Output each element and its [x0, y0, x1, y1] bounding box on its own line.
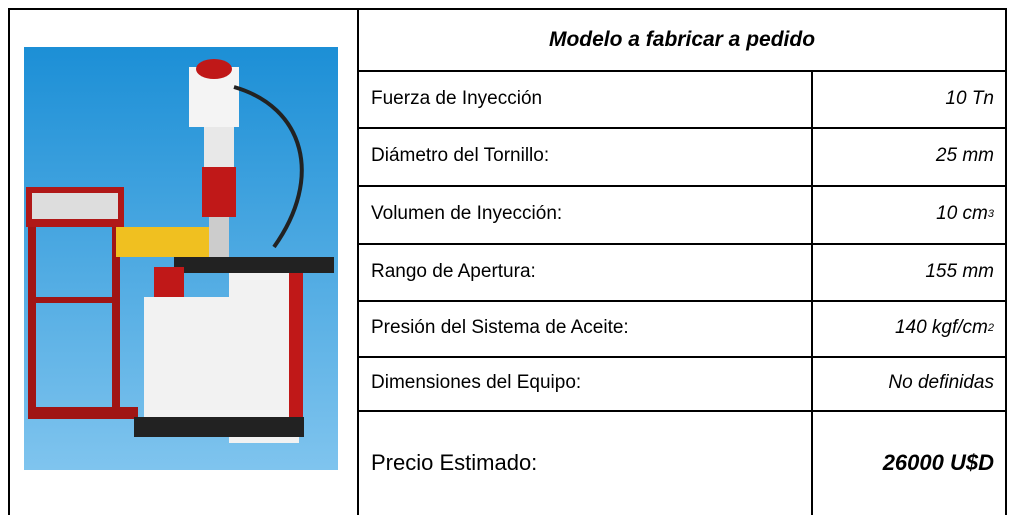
row-border: [359, 243, 1006, 245]
text: 140 kgf/cm: [894, 317, 988, 338]
text: Fuerza de Inyección: [371, 87, 543, 109]
row-border: [359, 300, 1006, 302]
row-border: [359, 70, 1006, 72]
border: [811, 70, 813, 515]
spec-label: Dimensiones del Equipo:: [371, 356, 801, 410]
text: Dimensiones del Equipo:: [371, 372, 582, 393]
row-border: [359, 127, 1006, 129]
text: Volumen de Inyección:: [371, 203, 563, 224]
spec-value: 25 mm: [812, 127, 1006, 185]
text: 10 Tn: [945, 87, 994, 109]
border: [8, 8, 10, 515]
spec-value: 140 kgf/cm 2: [812, 300, 1006, 356]
row-border: [359, 356, 1006, 358]
spec-value: 10 Tn: [812, 70, 1006, 127]
spec-label: Presión del Sistema de Aceite:: [371, 300, 801, 356]
spec-label: Volumen de Inyección:: [371, 185, 801, 243]
spec-label: Rango de Apertura:: [371, 243, 801, 300]
border: [8, 8, 1006, 10]
row-border: [359, 185, 1006, 187]
text: 25 mm: [935, 145, 994, 166]
text: 26000 U$D: [882, 449, 994, 475]
text: No definidas: [888, 372, 994, 393]
row-border: [359, 410, 1006, 412]
spec-value: 155 mm: [812, 243, 1006, 300]
text: Presión del Sistema de Aceite:: [371, 317, 629, 338]
border: [1005, 8, 1007, 515]
text: Rango de Apertura:: [371, 260, 536, 282]
border: [357, 8, 359, 515]
text: 155 mm: [925, 260, 994, 282]
table-title: Modelo a fabricar a pedido: [548, 28, 816, 51]
text: Diámetro del Tornillo:: [371, 145, 550, 166]
spec-value: 10 cm 3: [812, 185, 1006, 243]
price-label: Precio Estimado:: [371, 410, 801, 515]
text: Precio Estimado:: [371, 449, 538, 475]
superscript: 2: [987, 322, 994, 334]
price-value: 26000 U$D: [812, 410, 1006, 515]
spec-label: Fuerza de Inyección: [371, 70, 801, 127]
spec-value: No definidas: [812, 356, 1006, 410]
machine-photo: [24, 47, 338, 470]
text: 10 cm: [936, 203, 988, 224]
superscript: 3: [987, 208, 994, 220]
spec-label: Diámetro del Tornillo:: [371, 127, 801, 185]
